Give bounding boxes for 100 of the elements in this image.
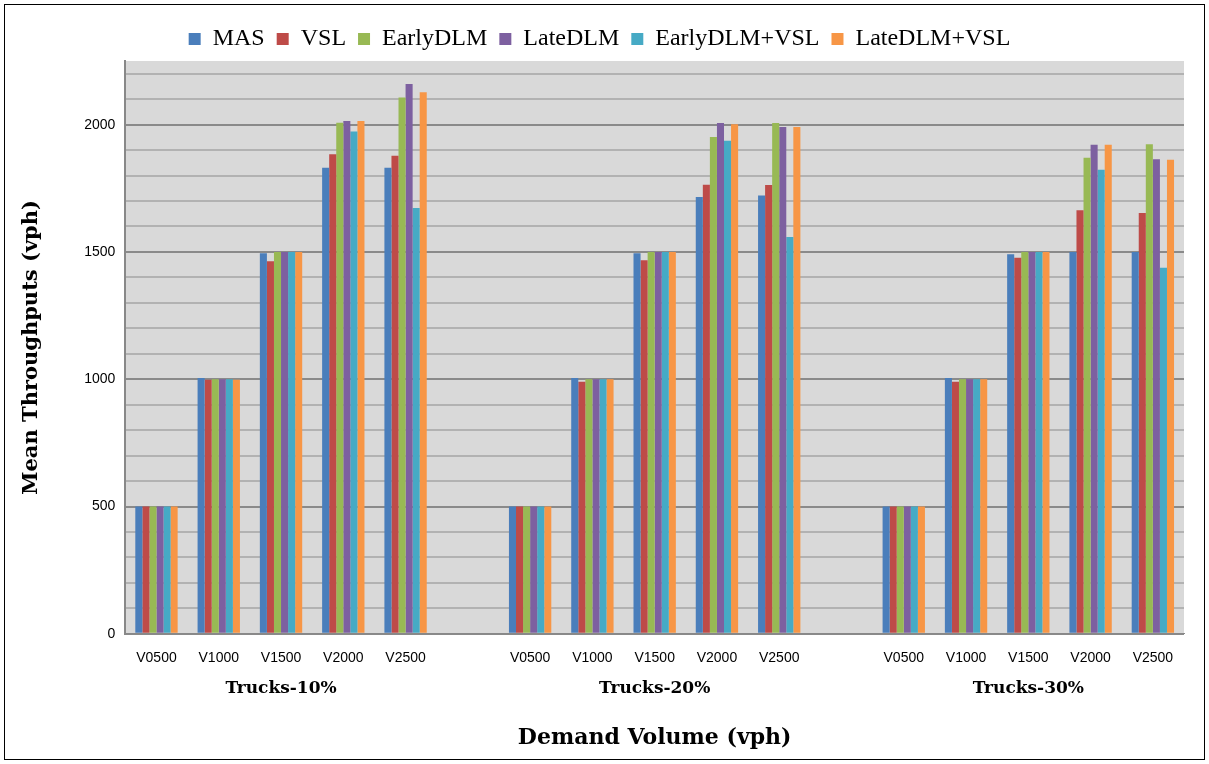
bar <box>1152 159 1160 633</box>
y-tick-label: 1500 <box>84 242 116 259</box>
bar <box>225 379 233 633</box>
x-tick-label: V1000 <box>945 649 987 666</box>
bar <box>896 506 904 633</box>
bar <box>273 251 282 633</box>
x-tick-label: V1000 <box>572 649 613 666</box>
x-tick-label: V1500 <box>260 649 302 666</box>
legend-label: EarlyDLM+VSL <box>655 24 820 51</box>
bar <box>654 251 662 633</box>
x-tick-label: V2500 <box>1132 649 1174 666</box>
bar <box>765 184 773 633</box>
bar <box>944 377 952 633</box>
text: Trucks-20% <box>599 677 711 698</box>
bar <box>917 506 925 633</box>
bar <box>412 207 420 633</box>
x-tick-label: V2000 <box>696 649 738 666</box>
bar <box>322 167 330 633</box>
bar <box>882 506 890 633</box>
bar <box>1104 144 1112 633</box>
bar <box>218 379 226 633</box>
x-axis-title: Demand Volume (vph) <box>517 722 792 749</box>
bar <box>592 379 600 633</box>
bar <box>544 506 552 633</box>
bar <box>1083 157 1091 633</box>
bar <box>170 506 178 633</box>
bar <box>758 195 766 633</box>
bar <box>384 167 392 633</box>
bar <box>661 251 669 633</box>
bar <box>695 196 703 633</box>
legend-label: LateDLM+VSL <box>855 24 1011 51</box>
y-axis-title: Mean Throughputs (vph) <box>17 200 43 495</box>
bar <box>772 123 780 633</box>
bar <box>350 131 358 633</box>
bar <box>1076 210 1084 633</box>
bar <box>779 126 787 633</box>
bar <box>156 506 164 633</box>
bar <box>980 379 988 633</box>
x-tick-label: V2500 <box>385 649 427 666</box>
bar <box>1007 254 1015 633</box>
bar <box>1097 169 1105 633</box>
bar <box>357 121 365 633</box>
bar <box>149 506 157 633</box>
bar <box>786 236 794 633</box>
bar <box>1069 251 1077 633</box>
x-tick-label: V0500 <box>509 649 551 666</box>
bar <box>1042 251 1050 633</box>
bar <box>903 506 911 633</box>
bar <box>516 506 524 633</box>
y-tick-label: 0 <box>107 624 116 641</box>
bar <box>197 377 205 633</box>
legend-label: VSL <box>300 24 347 51</box>
bar <box>295 251 303 633</box>
bar <box>1021 251 1029 633</box>
x-tick-label: V2000 <box>323 649 364 666</box>
bar <box>958 379 967 633</box>
bar <box>419 92 427 633</box>
x-tick-label: V0500 <box>883 649 925 666</box>
bar <box>405 83 413 633</box>
bar <box>259 253 267 633</box>
legend-label: LateDLM <box>523 24 620 51</box>
bar <box>702 184 710 633</box>
bar <box>232 379 240 633</box>
bar <box>1159 267 1167 633</box>
text: Trucks-10% <box>225 677 337 698</box>
text: Trucks-30% <box>972 677 1084 698</box>
bar <box>731 124 739 633</box>
bar <box>1035 251 1043 633</box>
bar <box>599 379 607 633</box>
bar <box>1014 257 1022 633</box>
bar <box>1145 144 1153 633</box>
bar <box>537 506 545 633</box>
bar <box>606 379 614 633</box>
bar <box>211 379 219 633</box>
bar <box>523 506 531 633</box>
bar <box>530 506 538 633</box>
bar <box>288 251 296 633</box>
bar <box>1138 212 1146 633</box>
bar <box>142 506 150 633</box>
x-tick-label: V1500 <box>634 649 676 666</box>
bar <box>135 506 143 633</box>
bar <box>889 506 897 633</box>
x-tick-label: V0500 <box>136 649 177 666</box>
bar <box>966 379 974 633</box>
bar <box>578 381 586 633</box>
y-tick-label: 1000 <box>84 370 116 387</box>
bar <box>585 379 593 633</box>
bar <box>508 506 517 633</box>
bar <box>391 155 399 633</box>
bar <box>266 261 274 633</box>
bar <box>633 253 641 633</box>
bar <box>647 251 655 633</box>
legend-label: MAS <box>212 24 265 51</box>
bar <box>1131 251 1139 633</box>
legend-label: EarlyDLM <box>382 24 488 51</box>
x-tick-label: V1000 <box>198 649 240 666</box>
bar <box>668 251 676 633</box>
bar <box>343 121 351 633</box>
bar <box>973 379 981 633</box>
bar <box>709 137 717 633</box>
